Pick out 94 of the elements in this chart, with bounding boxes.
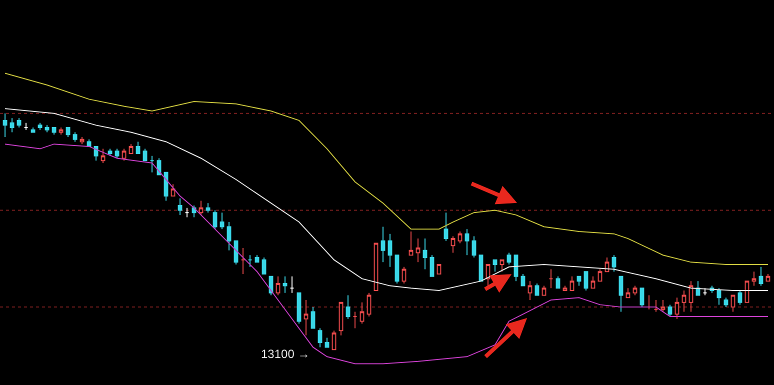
candlestick [458,230,462,244]
candlestick [58,127,64,136]
candlestick [136,141,140,154]
candlestick [100,148,106,164]
candlestick [520,273,526,286]
candlestick [220,212,224,230]
candlestick [444,212,448,242]
candlestick [528,280,532,300]
candlestick [94,146,98,162]
candlestick [556,276,560,289]
candlestick [654,299,658,312]
candlestick [16,118,22,128]
candlestick [360,302,364,324]
candlestick [318,328,322,348]
candlestick [626,288,630,298]
candlestick [668,304,672,317]
candlestick [276,276,280,296]
candlestick [30,127,36,133]
candlestick [660,299,666,312]
candlestick [2,112,8,138]
candlestick [674,297,680,320]
candlestick [752,271,756,286]
candlestick [122,148,126,162]
candlestick [44,124,50,133]
candlestick [282,276,288,294]
candlestick [114,148,120,159]
candlestick [262,256,266,274]
candlestick [150,155,154,173]
candlestick [86,138,92,147]
candlestick [492,259,498,272]
candlestick [178,198,182,216]
candlestick [52,127,56,136]
candlestick [240,248,246,274]
candlestick [472,236,476,258]
candlestick [730,294,736,312]
candlestick [310,306,316,329]
candlestick [716,288,722,306]
candlestick [108,148,112,156]
candlestick [430,254,434,277]
candlestick [380,226,386,263]
candlestick [422,238,428,270]
candlestick [184,207,190,218]
candlestick [696,280,700,296]
candlestick [338,302,344,336]
candlestick [198,200,204,216]
candlestick [506,252,512,266]
candlestick [72,132,78,142]
candlestick [464,228,470,256]
candlestick [738,290,742,306]
candlestick [352,311,358,329]
candlestick [324,337,330,348]
candlestick [590,276,596,289]
candlestick [38,122,42,130]
candlestick [346,294,350,320]
candlestick [80,136,84,145]
candlestick [758,266,764,286]
candlestick [402,266,406,284]
candlestick [570,276,574,292]
candlestick [290,276,294,294]
candlestick [598,268,602,282]
candlestick [206,202,210,214]
candlestick [576,276,582,286]
candlestick [632,285,638,296]
candlestick [584,271,588,292]
candlestick [646,294,652,310]
candlestick [612,254,616,272]
candlestick [366,292,372,317]
candlestick [562,285,568,292]
candlestick [640,288,644,308]
candlestick [332,330,336,350]
candlestick [128,144,134,154]
candlestick [66,127,70,138]
candlestick [542,285,546,296]
candlestick [618,276,624,312]
annotation: 13100 → [261,347,310,361]
candlestick [682,290,686,312]
candlestick [304,299,308,336]
candlestick [416,238,420,263]
candlestick [702,288,708,296]
candlestick [724,297,728,308]
candlestick [142,148,148,162]
candlestick [534,282,540,296]
candlestick [408,230,414,256]
candlestick [450,236,456,254]
candlestick [688,280,694,312]
candlestick [394,254,400,284]
candlestick [24,122,28,130]
candlestick [548,268,554,289]
candlestick [226,222,232,251]
candlestick [10,118,14,133]
candlestick [500,259,504,272]
candlestick [212,210,218,230]
candlestick [388,233,392,268]
candlestick [248,254,252,268]
